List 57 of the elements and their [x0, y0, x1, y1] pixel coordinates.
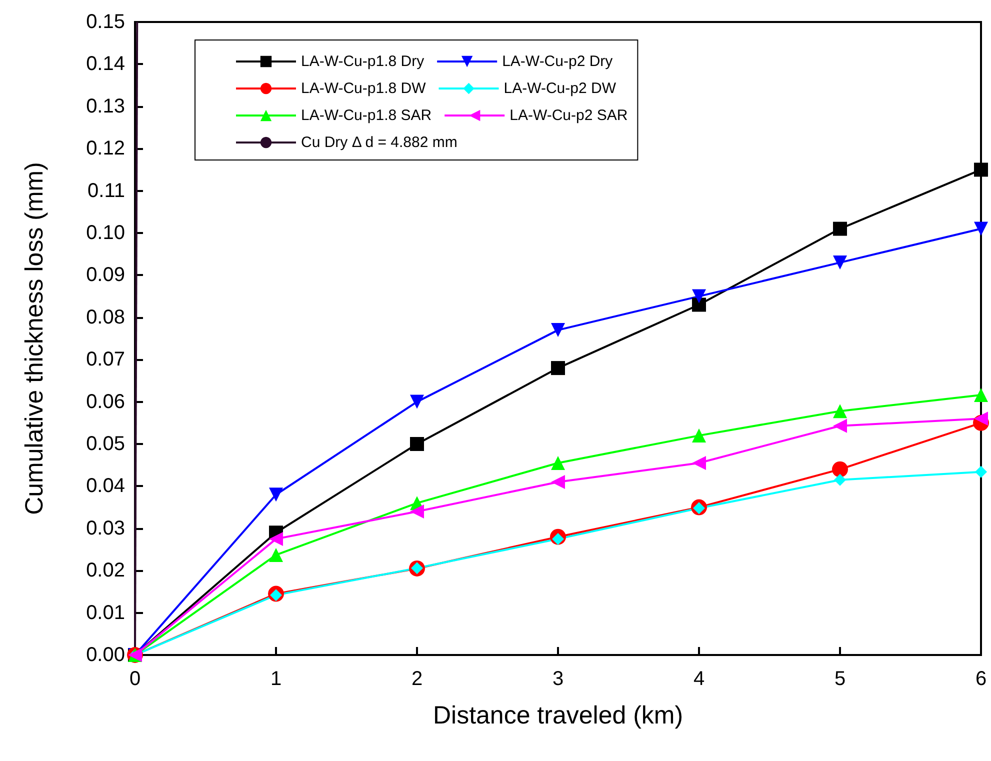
point — [410, 504, 424, 519]
point — [692, 428, 706, 443]
y-tick-label: 0.02 — [86, 560, 125, 582]
legend-label: LA-W-Cu-p1.8 Dry — [301, 53, 425, 70]
point — [692, 298, 706, 312]
x-tick-label: 3 — [552, 668, 564, 690]
point — [692, 289, 706, 304]
y-tick-label: 0.00 — [86, 644, 125, 666]
point — [975, 466, 987, 478]
x-tick-label: 1 — [270, 668, 282, 690]
legend-label: LA-W-Cu-p2 DW — [504, 80, 617, 97]
point — [551, 323, 565, 338]
point — [269, 548, 283, 562]
y-axis-title: Cumulative thickness loss (mm) — [20, 162, 48, 515]
legend-label: Cu Dry Δ d = 4.882 mm — [301, 134, 458, 151]
y-tick-label: 0.09 — [86, 264, 125, 286]
x-tick-label: 6 — [975, 668, 987, 690]
point — [833, 222, 847, 236]
point — [269, 488, 283, 502]
y-tick-label: 0.15 — [86, 11, 125, 33]
legend-label: LA-W-Cu-p1.8 DW — [301, 80, 427, 97]
y-tick-label: 0.06 — [86, 390, 125, 413]
y-tick-label: 0.07 — [86, 348, 125, 371]
point — [551, 474, 565, 489]
x-axis-title: Distance traveled (km) — [432, 702, 684, 730]
point — [833, 418, 847, 433]
y-tick-label: 0.12 — [86, 138, 125, 160]
legend-label: LA-W-Cu-p2 SAR — [510, 107, 628, 124]
point — [832, 461, 848, 478]
legend-label: LA-W-Cu-p1.8 SAR — [301, 107, 432, 124]
x-tick-label: 2 — [411, 668, 423, 690]
y-tick-label: 0.11 — [88, 180, 125, 202]
y-tick-label: 0.01 — [86, 602, 125, 624]
point — [410, 394, 424, 409]
point — [551, 361, 565, 376]
point — [974, 388, 988, 402]
y-tick-label: 0.04 — [86, 475, 125, 498]
y-tick-label: 0.13 — [86, 95, 125, 118]
y-tick-label: 0.08 — [86, 306, 125, 328]
point — [974, 162, 988, 177]
x-tick-label: 0 — [129, 668, 141, 690]
point — [269, 532, 283, 546]
point — [974, 222, 988, 236]
point — [834, 474, 846, 486]
point — [833, 404, 847, 418]
point — [410, 437, 424, 451]
point — [833, 256, 847, 270]
point — [551, 456, 565, 470]
x-tick-label: 4 — [693, 668, 705, 690]
y-tick-label: 0.05 — [86, 433, 125, 455]
x-tick-label: 5 — [834, 668, 846, 690]
point — [974, 412, 988, 426]
y-tick-label: 0.14 — [86, 53, 125, 76]
legend-label: LA-W-Cu-p2 Dry — [502, 53, 614, 70]
point — [692, 456, 706, 470]
y-tick-label: 0.10 — [86, 222, 125, 244]
y-tick-label: 0.03 — [86, 517, 125, 540]
